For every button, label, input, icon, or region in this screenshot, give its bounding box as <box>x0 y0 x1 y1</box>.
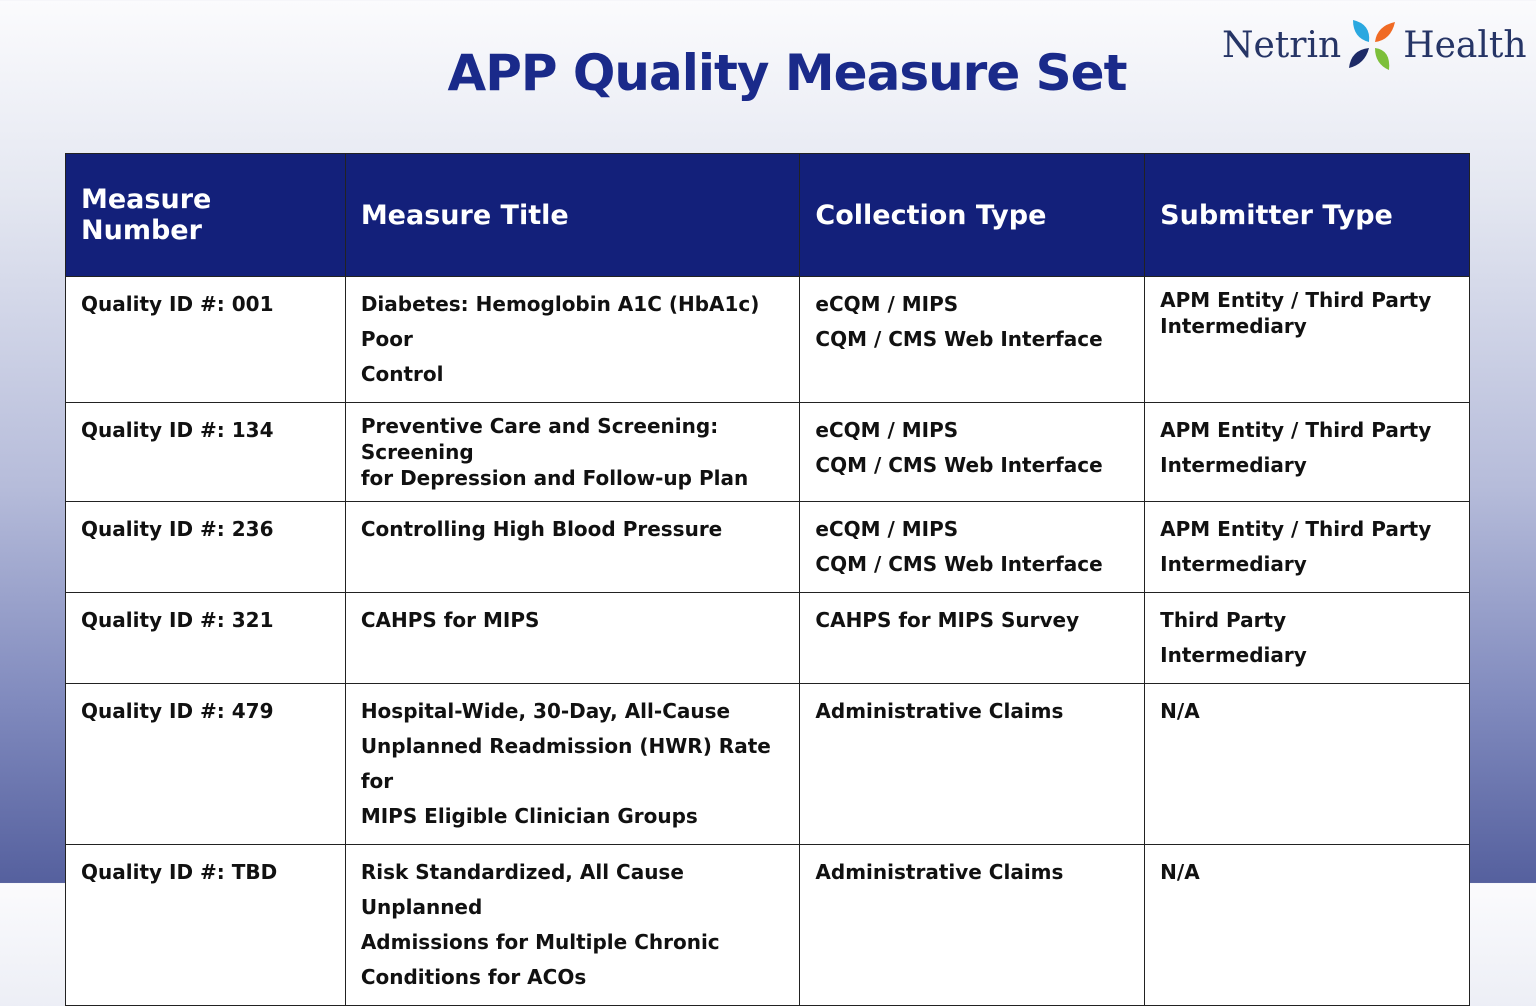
measure-title-cell: Risk Standardized, All Cause Unplanned Ad… <box>344 844 801 1006</box>
collection-type-cell: Administrative Claims <box>799 844 1146 1006</box>
measure-title-cell-line: Conditions for ACOs <box>360 965 587 989</box>
measure-title-cell-line: Risk Standardized, All Cause Unplanned <box>360 860 684 919</box>
measure-title-cell: CAHPS for MIPS <box>344 592 801 684</box>
submitter-type-cell-line: APM Entity / Third Party <box>1160 517 1432 541</box>
measure-title-cell-line: Diabetes: Hemoglobin A1C (HbA1c) Poor <box>360 292 760 351</box>
submitter-type-cell: N/A <box>1144 683 1470 845</box>
submitter-type-cell-line: APM Entity / Third Party <box>1160 418 1432 442</box>
collection-type-cell-line: eCQM / MIPS <box>815 292 959 316</box>
submitter-type-cell: APM Entity / Third Party Intermediary <box>1144 276 1470 403</box>
submitter-type-cell: APM Entity / Third Party Intermediary <box>1144 501 1470 593</box>
collection-type-cell-line: CQM / CMS Web Interface <box>815 552 1103 576</box>
collection-type-cell-line: eCQM / MIPS <box>815 418 959 442</box>
page-title: APP Quality Measure Set <box>447 44 1128 102</box>
collection-type-cell-line: CQM / CMS Web Interface <box>815 453 1103 477</box>
table-row: Quality ID #: 134 Preventive Care and Scr… <box>65 402 1470 502</box>
collection-type-cell: eCQM / MIPS CQM / CMS Web Interface <box>799 402 1146 502</box>
measure-title-cell: Controlling High Blood Pressure <box>344 501 801 593</box>
measure-title-cell-line: for Depression and Follow-up Plan <box>360 466 749 490</box>
table-row: Quality ID #: TBD Risk Standardized, All … <box>65 844 1470 1006</box>
measure-title-cell: Hospital-Wide, 30-Day, All-Cause Unplanne… <box>344 683 801 845</box>
collection-type-cell: eCQM / MIPS CQM / CMS Web Interface <box>799 501 1146 593</box>
submitter-type-cell-line: Intermediary <box>1160 643 1307 667</box>
measure-title-cell-line: CAHPS for MIPS <box>360 608 540 632</box>
table-row: Quality ID #: 236 Controlling High Blood … <box>65 501 1470 593</box>
collection-type-cell-line: eCQM / MIPS <box>815 517 959 541</box>
submitter-type-cell-line: APM Entity / Third Party <box>1160 288 1432 312</box>
measure-title-cell: Diabetes: Hemoglobin A1C (HbA1c) Poor Con… <box>344 276 801 403</box>
measure-number-cell: Quality ID #: 134 <box>65 402 346 502</box>
measure-number-cell: Quality ID #: 479 <box>65 683 346 845</box>
table-row: Quality ID #: 321 CAHPS for MIPS CAHPS for… <box>65 592 1470 684</box>
submitter-type-cell-line: Intermediary <box>1160 453 1307 477</box>
submitter-type-cell-line: Third Party <box>1160 608 1287 632</box>
submitter-type-cell: APM Entity / Third Party Intermediary <box>1144 402 1470 502</box>
header-measure-title: Measure Title <box>344 153 801 277</box>
measure-title-cell-line: Admissions for Multiple Chronic <box>360 930 720 954</box>
measure-title-cell: Preventive Care and Screening: Screening… <box>344 402 801 502</box>
submitter-type-cell-line: N/A <box>1160 699 1200 723</box>
measure-number-cell: Quality ID #: 236 <box>65 501 346 593</box>
collection-type-cell: Administrative Claims <box>799 683 1146 845</box>
header-submitter-type: Submitter Type <box>1144 153 1470 277</box>
header-measure-number: Measure Number <box>65 153 346 277</box>
logo-text-right: Health <box>1403 24 1527 66</box>
measure-number-cell: Quality ID #: 321 <box>65 592 346 684</box>
measure-title-cell-line: Control <box>360 362 444 386</box>
logo-text-left: Netrin <box>1222 24 1342 66</box>
header-collection-type: Collection Type <box>799 153 1146 277</box>
collection-type-cell-line: Administrative Claims <box>815 860 1064 884</box>
collection-type-cell: CAHPS for MIPS Survey <box>799 592 1146 684</box>
collection-type-cell: eCQM / MIPS CQM / CMS Web Interface <box>799 276 1146 403</box>
submitter-type-cell-line: N/A <box>1160 860 1200 884</box>
measure-title-cell-line: MIPS Eligible Clinician Groups <box>360 804 698 828</box>
measure-title-cell-line: Preventive Care and Screening: Screening <box>360 414 719 464</box>
submitter-type-cell-line: Intermediary <box>1160 314 1307 338</box>
collection-type-cell-line: CQM / CMS Web Interface <box>815 327 1103 351</box>
collection-type-cell-line: CAHPS for MIPS Survey <box>815 608 1080 632</box>
measure-title-cell-line: Controlling High Blood Pressure <box>360 517 723 541</box>
measure-number-cell: Quality ID #: 001 <box>65 276 346 403</box>
collection-type-cell-line: Administrative Claims <box>815 699 1064 723</box>
measure-table: Measure Number Measure Title Collection … <box>65 153 1470 1006</box>
table-header-row: Measure Number Measure Title Collection … <box>65 153 1470 277</box>
measure-title-cell-line: Hospital-Wide, 30-Day, All-Cause <box>360 699 731 723</box>
measure-number-cell: Quality ID #: TBD <box>65 844 346 1006</box>
submitter-type-cell: Third Party Intermediary <box>1144 592 1470 684</box>
netrin-health-logo: Netrin Health <box>1222 18 1527 72</box>
table-row: Quality ID #: 001 Diabetes: Hemoglobin A1… <box>65 276 1470 403</box>
submitter-type-cell-line: Intermediary <box>1160 552 1307 576</box>
table-row: Quality ID #: 479 Hospital-Wide, 30-Day, … <box>65 683 1470 845</box>
measure-title-cell-line: Unplanned Readmission (HWR) Rate for <box>360 734 771 793</box>
submitter-type-cell: N/A <box>1144 844 1470 1006</box>
leaf-logo-icon <box>1349 20 1396 70</box>
